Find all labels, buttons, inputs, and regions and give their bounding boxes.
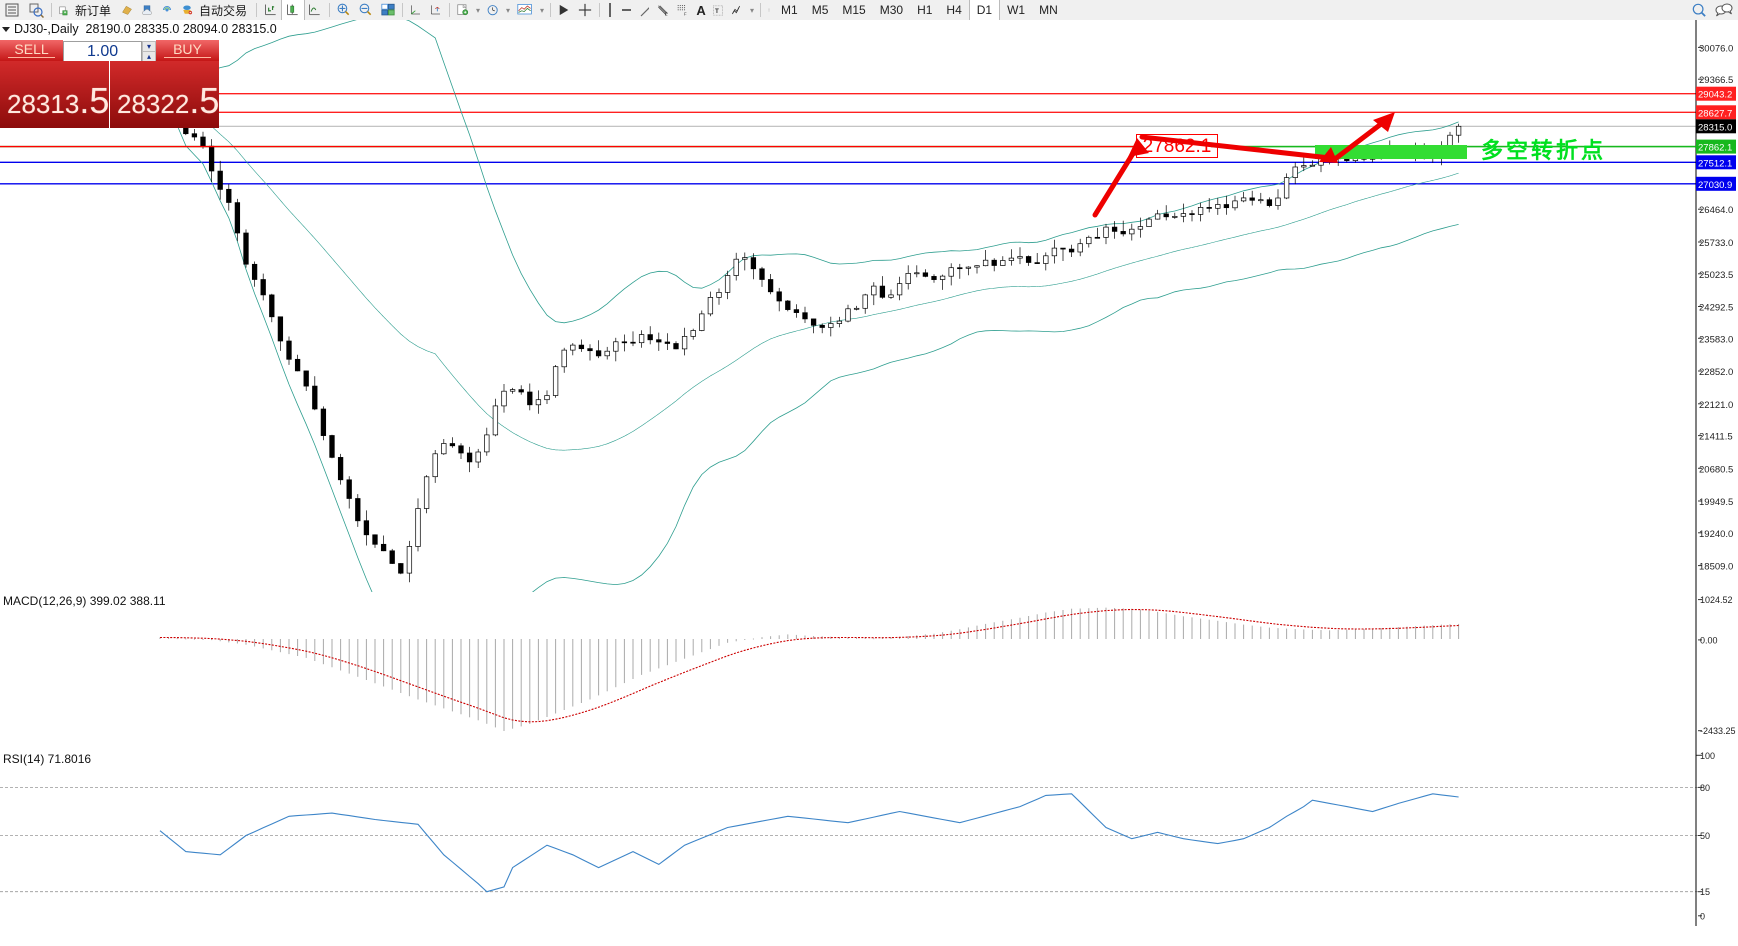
svg-text:29043.2: 29043.2 [1698,90,1732,101]
svg-text:25023.5: 25023.5 [1699,270,1733,281]
svg-text:F: F [684,12,687,17]
svg-text:22121.0: 22121.0 [1699,400,1733,411]
svg-text:15: 15 [1700,887,1710,897]
svg-text:23583.0: 23583.0 [1699,334,1733,345]
svg-text:E: E [665,12,668,17]
svg-text:多空转折点: 多空转折点 [1481,138,1606,163]
svg-text:19240.0: 19240.0 [1699,529,1733,540]
svg-text:27862.1: 27862.1 [1698,143,1732,154]
svg-text:27030.9: 27030.9 [1698,180,1732,191]
svg-text:-2433.25: -2433.25 [1700,726,1736,736]
svg-text:20680.5: 20680.5 [1699,464,1733,475]
svg-text:27512.1: 27512.1 [1698,158,1732,169]
svg-text:28315.0: 28315.0 [1698,122,1732,133]
svg-text:T: T [715,7,719,14]
svg-text:1024.52: 1024.52 [1700,595,1733,605]
svg-text:21411.5: 21411.5 [1699,432,1733,443]
svg-text:28627.7: 28627.7 [1698,108,1732,119]
svg-text:24292.5: 24292.5 [1699,303,1733,314]
svg-text:25733.0: 25733.0 [1699,238,1733,249]
svg-text:30076.0: 30076.0 [1699,43,1733,54]
svg-text:22852.0: 22852.0 [1699,367,1733,378]
svg-text:80: 80 [1700,783,1710,793]
svg-text:26464.0: 26464.0 [1699,205,1733,216]
svg-text:100: 100 [1700,751,1715,761]
svg-text:0.00: 0.00 [1700,635,1718,645]
svg-text:18509.0: 18509.0 [1699,562,1733,573]
svg-text:50: 50 [1700,831,1710,841]
svg-text:29366.5: 29366.5 [1699,75,1733,86]
svg-text:19949.5: 19949.5 [1699,497,1733,508]
svg-text:0: 0 [1700,911,1705,921]
